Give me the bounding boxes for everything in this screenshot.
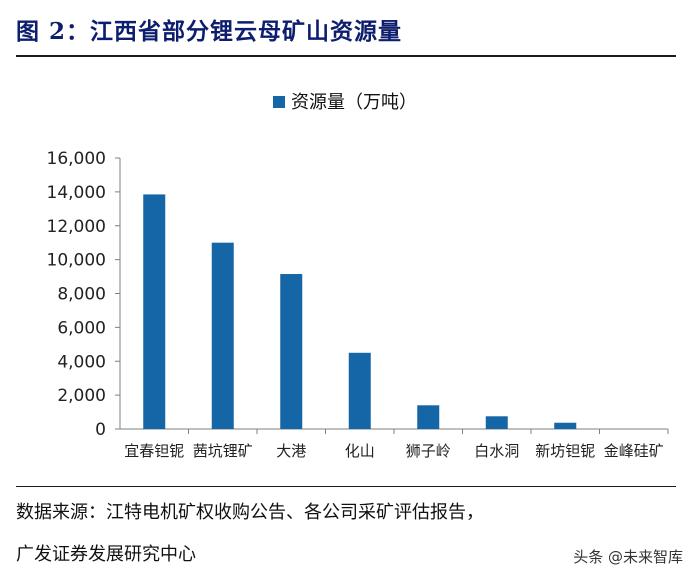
x-tick-label: 新坊钽铌 <box>535 442 595 460</box>
legend-swatch <box>273 96 285 108</box>
source-note-line-1: 数据来源：江特电机矿权收购公告、各公司采矿评估报告， <box>16 502 484 523</box>
bar-chart: 资源量（万吨） 0 2,000 4,000 6,000 8,000 10,000 12,00… <box>47 92 669 460</box>
x-tick-label: 狮子岭 <box>406 442 451 460</box>
y-tick-label: 6,000 <box>57 318 106 338</box>
bar-1 <box>143 194 166 429</box>
source-rule <box>16 486 676 487</box>
x-axis <box>120 428 669 434</box>
y-tick-label: 0 <box>95 420 106 440</box>
bar-3 <box>280 274 303 429</box>
y-tick-label: 14,000 <box>47 183 106 203</box>
bar-4 <box>348 352 371 429</box>
chart-area: 资源量（万吨） 0 2,000 4,000 6,000 8,000 10,000 12,00… <box>0 62 697 472</box>
y-tick-label: 10,000 <box>47 251 106 271</box>
x-tick-label: 化山 <box>345 442 375 460</box>
bar-6 <box>485 416 508 429</box>
title-rule <box>16 55 676 57</box>
x-tick-label: 大港 <box>276 442 306 460</box>
y-tick-label: 8,000 <box>57 285 106 305</box>
bar-7 <box>554 422 577 429</box>
y-axis: 0 2,000 4,000 6,000 8,000 10,000 12,000 14,000 1… <box>47 149 121 440</box>
y-tick-label: 12,000 <box>47 217 106 237</box>
y-tick-label: 4,000 <box>57 352 106 372</box>
bar-2 <box>211 242 234 429</box>
figure-title: 图 2：江西省部分锂云母矿山资源量 <box>16 18 403 45</box>
x-tick-label: 金峰硅矿 <box>604 442 664 460</box>
x-tick-labels: 宜春钽铌 茜坑锂矿 大港 化山 狮子岭 白水洞 新坊钽铌 金峰硅矿 <box>124 442 664 460</box>
x-tick-label: 茜坑锂矿 <box>193 442 253 460</box>
bars <box>143 194 577 429</box>
source-note-line-2: 广发证券发展研究中心 <box>16 544 196 565</box>
legend-label: 资源量（万吨） <box>291 92 417 113</box>
x-tick-label: 白水洞 <box>474 442 519 460</box>
watermark: 头条 @未来智库 <box>573 548 683 566</box>
bar-5 <box>417 405 440 429</box>
y-tick-label: 16,000 <box>47 149 106 169</box>
x-tick-label: 宜春钽铌 <box>124 442 184 460</box>
y-tick-label: 2,000 <box>57 386 106 406</box>
legend: 资源量（万吨） <box>273 92 417 113</box>
